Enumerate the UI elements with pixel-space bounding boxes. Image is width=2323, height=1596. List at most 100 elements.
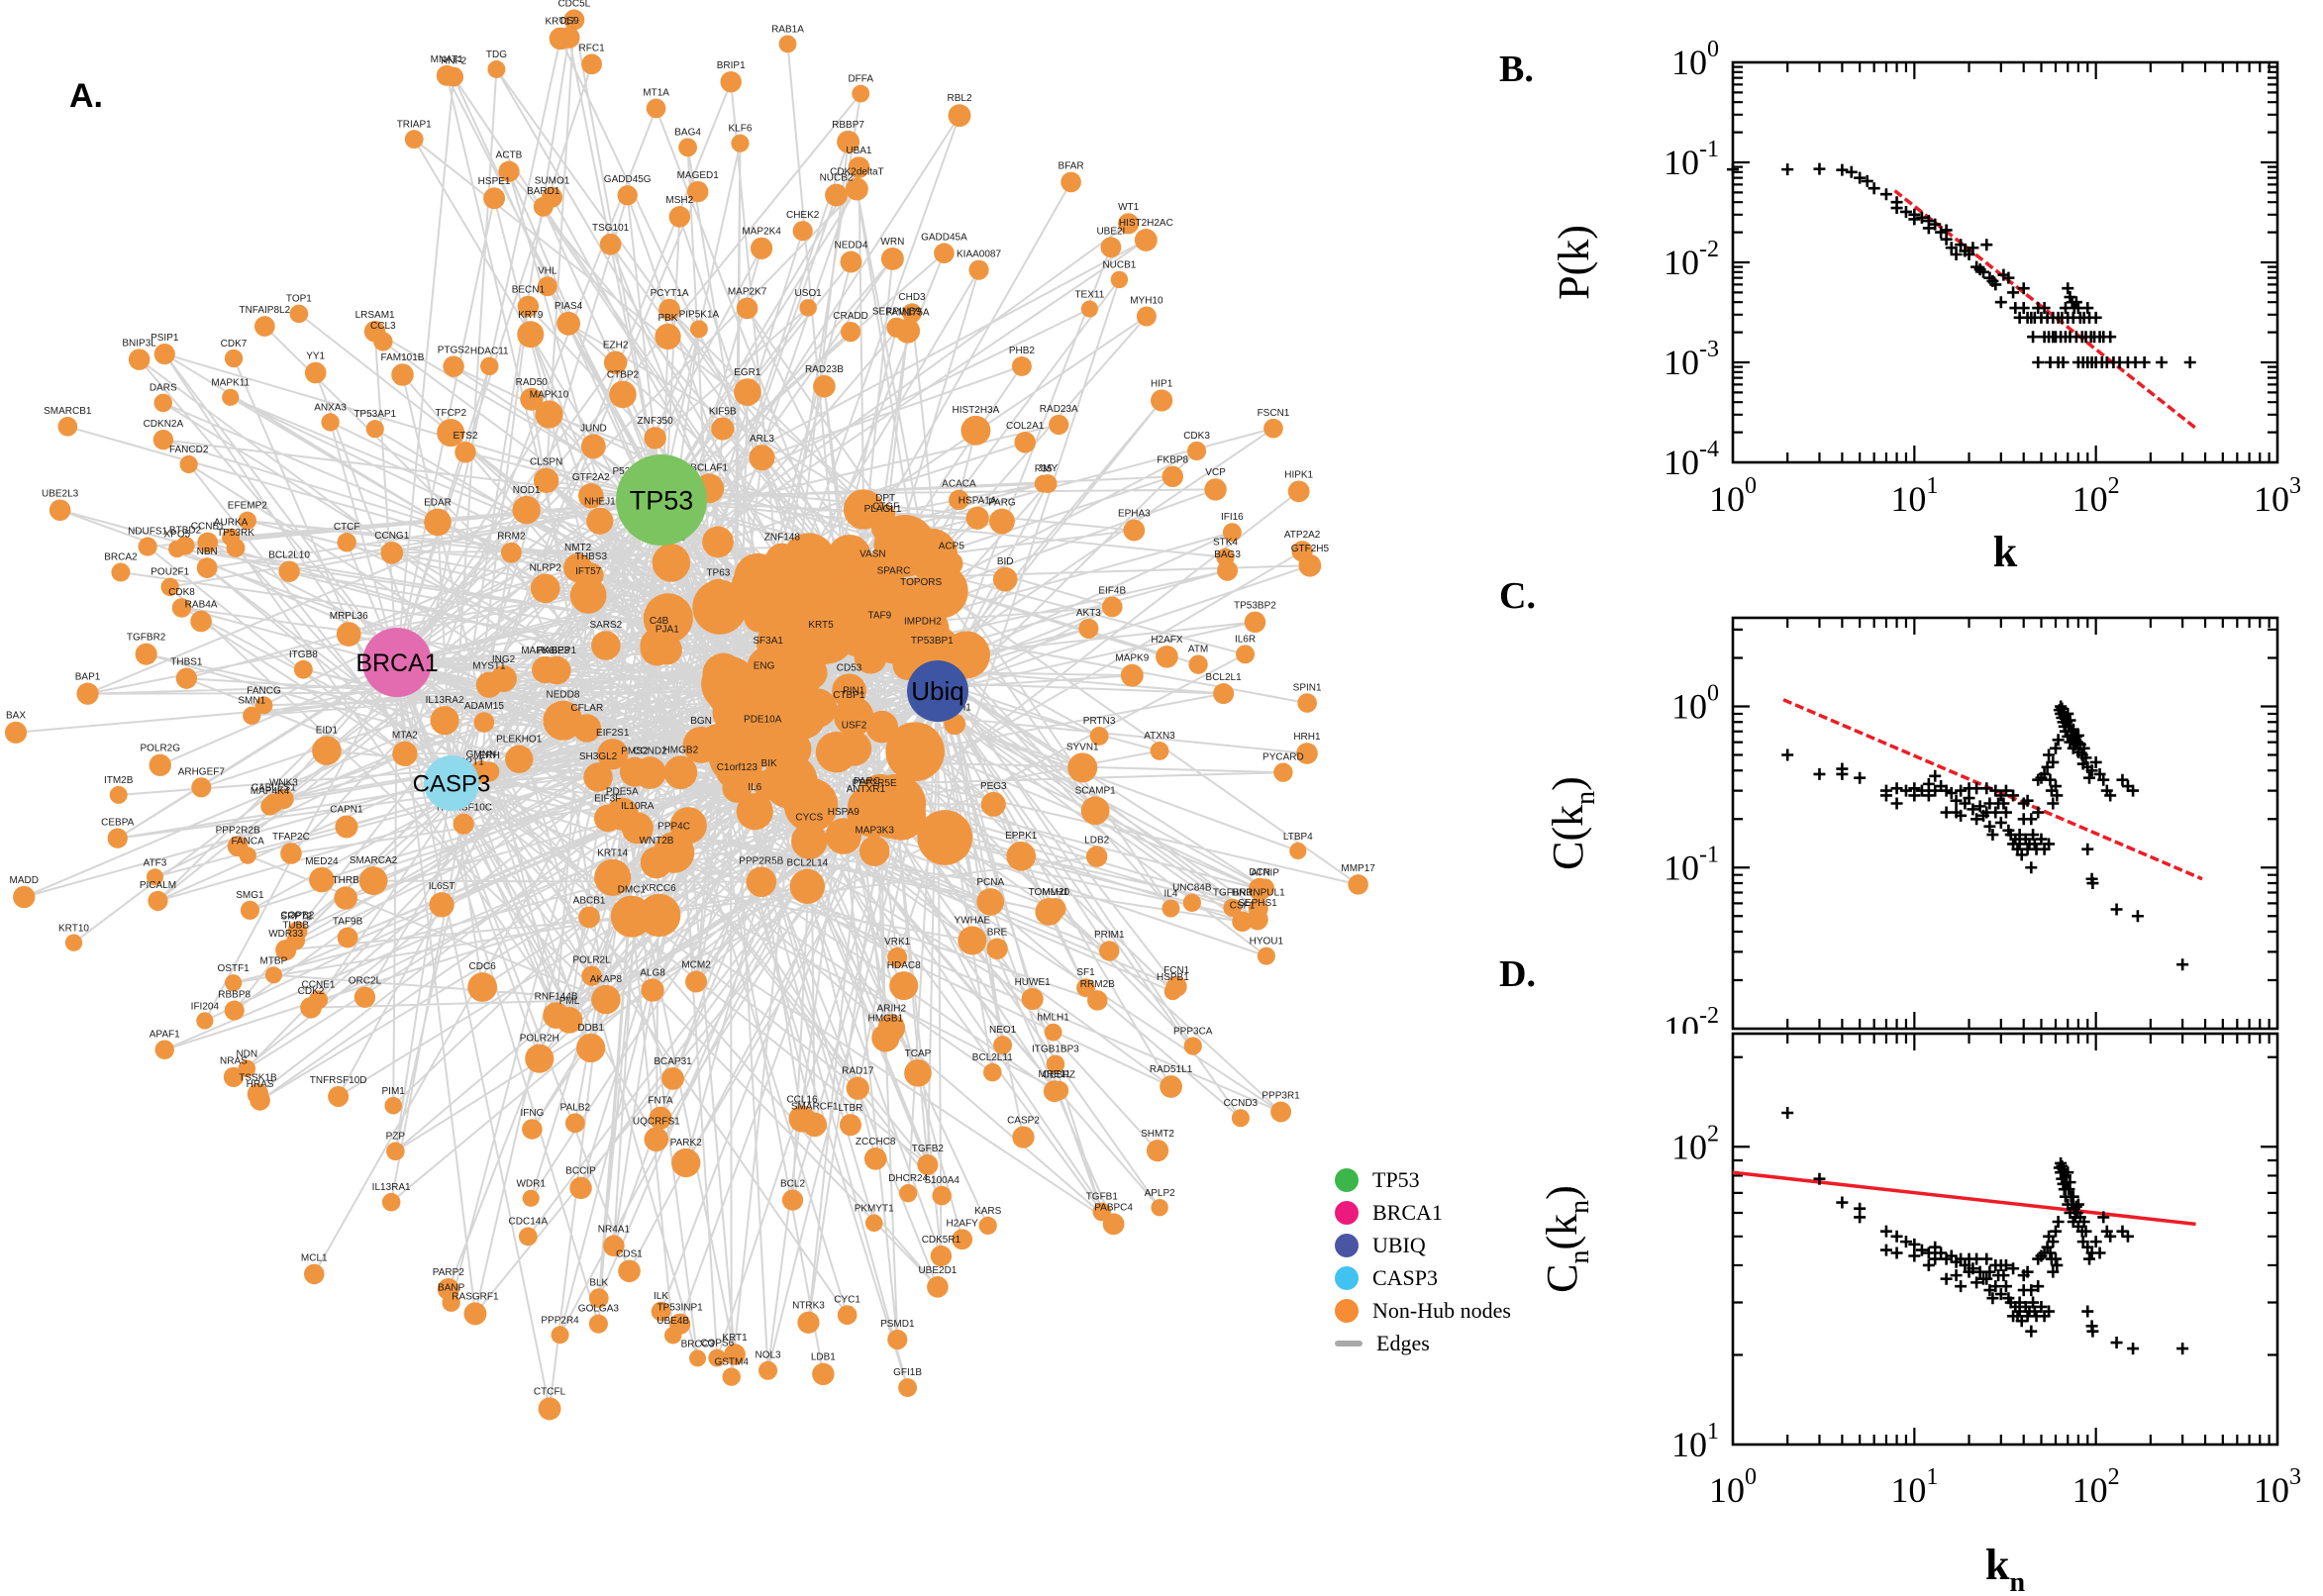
node-label: OS9 — [559, 16, 579, 27]
non-hub-node — [965, 506, 989, 530]
node-label: TNFAIP8L2 — [239, 305, 290, 316]
panel-c-label: C. — [1499, 575, 1536, 617]
non-hub-node — [280, 843, 302, 864]
node-label: WT1 — [1118, 202, 1140, 213]
node-label: HDAC11 — [470, 347, 509, 357]
non-hub-node — [825, 183, 848, 207]
node-label: HSPA1A — [959, 496, 997, 507]
non-hub-node — [792, 221, 813, 242]
non-hub-node — [644, 427, 666, 449]
node-label: MAP2K7 — [728, 287, 767, 298]
node-label: BANP — [438, 1283, 465, 1294]
node-label: GTF2A2 — [572, 472, 610, 483]
node-label: SF3A1 — [753, 636, 783, 647]
node-label: PPP3CA — [1173, 1026, 1213, 1037]
non-hub-node — [278, 560, 300, 582]
node-label: NTRK3 — [792, 1301, 825, 1312]
node-label: HIST2H2AC — [1119, 218, 1173, 229]
node-swatch-icon — [1335, 1234, 1359, 1257]
node-label: ZNF148 — [764, 533, 801, 544]
non-hub-node — [899, 1184, 918, 1203]
non-hub-node — [533, 467, 559, 493]
non-hub-node — [940, 551, 963, 576]
node-label: NEDD4 — [835, 241, 868, 251]
non-hub-node — [392, 741, 418, 766]
non-hub-node — [128, 349, 151, 370]
non-hub-node — [168, 540, 186, 558]
non-hub-node — [522, 1189, 540, 1207]
node-label: RAB1A — [771, 24, 804, 35]
non-hub-node — [599, 233, 622, 255]
node-label: ARL3 — [750, 434, 774, 445]
node-label: TRIAP1 — [397, 119, 432, 130]
node-label: PIN1 — [843, 686, 865, 697]
node-label: GOLGA3 — [578, 1304, 620, 1315]
non-hub-node — [889, 971, 919, 1001]
node-label: PLAGL1 — [864, 504, 902, 515]
node-label: FNTA — [648, 1096, 673, 1107]
node-label: IFNG — [520, 1108, 544, 1119]
non-hub-node — [190, 610, 212, 633]
non-hub-node — [960, 415, 991, 446]
node-label: PRTN3 — [1083, 716, 1116, 727]
node-label: ATXN3 — [1144, 731, 1175, 742]
node-label: FSCN1 — [1258, 408, 1290, 419]
node-label: WDR1 — [516, 1179, 546, 1190]
node-label: RBBP8 — [218, 990, 251, 1001]
node-label: ORC2L — [349, 976, 382, 987]
node-label: WNT2B — [639, 836, 673, 847]
node-label: ATP2A2 — [1284, 530, 1321, 541]
node-label: KIF5B — [709, 406, 737, 417]
node-label: EFEMP2 — [228, 501, 267, 512]
non-hub-node — [671, 1147, 701, 1178]
node-label: SERPINB9 — [872, 307, 922, 318]
node-label: BECN1 — [512, 285, 546, 296]
node-swatch-icon — [1335, 1299, 1359, 1323]
non-hub-node — [1099, 941, 1120, 961]
non-hub-node — [619, 756, 650, 787]
node-label: CHEK2 — [786, 210, 820, 221]
tick-label: 103 — [2254, 473, 2301, 519]
node-label: DMC1 — [618, 885, 647, 896]
non-hub-node — [365, 420, 384, 439]
non-hub-node — [64, 934, 83, 951]
node-label: AURKA — [214, 518, 249, 529]
node-label: RASGRF1 — [452, 1291, 499, 1302]
node-label: POLR2L — [572, 954, 611, 965]
node-label: EIF2S1 — [596, 728, 630, 739]
node-label: MMP17 — [1341, 863, 1375, 874]
non-hub-node — [724, 1344, 746, 1365]
node-label: UBE2L3 — [42, 488, 79, 499]
node-label: PPP4C — [657, 821, 690, 832]
panel-a-label: A. — [69, 77, 103, 115]
non-hub-node — [254, 696, 273, 715]
node-label: USO1 — [794, 288, 822, 299]
legend-item-edges: Edges — [1335, 1331, 1511, 1355]
non-hub-node — [603, 1235, 625, 1257]
node-label: MAP4K4 — [251, 786, 290, 797]
hub-node-casp3 — [424, 755, 479, 811]
node-label: ITM2B — [104, 775, 134, 786]
node-label: ATF3 — [144, 857, 167, 868]
node-label: NMT2 — [564, 543, 592, 553]
non-hub-node — [111, 562, 131, 582]
node-label: CCNE1 — [302, 979, 336, 990]
node-label: MADD — [10, 875, 39, 886]
non-hub-node — [197, 532, 219, 553]
non-hub-node — [354, 986, 376, 1008]
node-label: MRPL36 — [330, 611, 368, 622]
node-label: PARP2 — [433, 1267, 464, 1278]
non-hub-node — [934, 243, 955, 263]
node-label: NBN — [197, 547, 218, 557]
non-hub-node — [196, 1012, 214, 1030]
non-hub-node — [1348, 874, 1368, 895]
non-hub-node — [846, 1076, 869, 1100]
non-hub-node — [640, 847, 673, 879]
non-hub-node — [812, 1362, 835, 1386]
tick-label: 102 — [2072, 473, 2120, 519]
non-hub-node — [753, 769, 785, 801]
non-hub-node — [617, 185, 638, 206]
non-hub-node — [789, 868, 826, 904]
non-hub-node — [992, 566, 1018, 592]
non-hub-node — [454, 442, 476, 463]
